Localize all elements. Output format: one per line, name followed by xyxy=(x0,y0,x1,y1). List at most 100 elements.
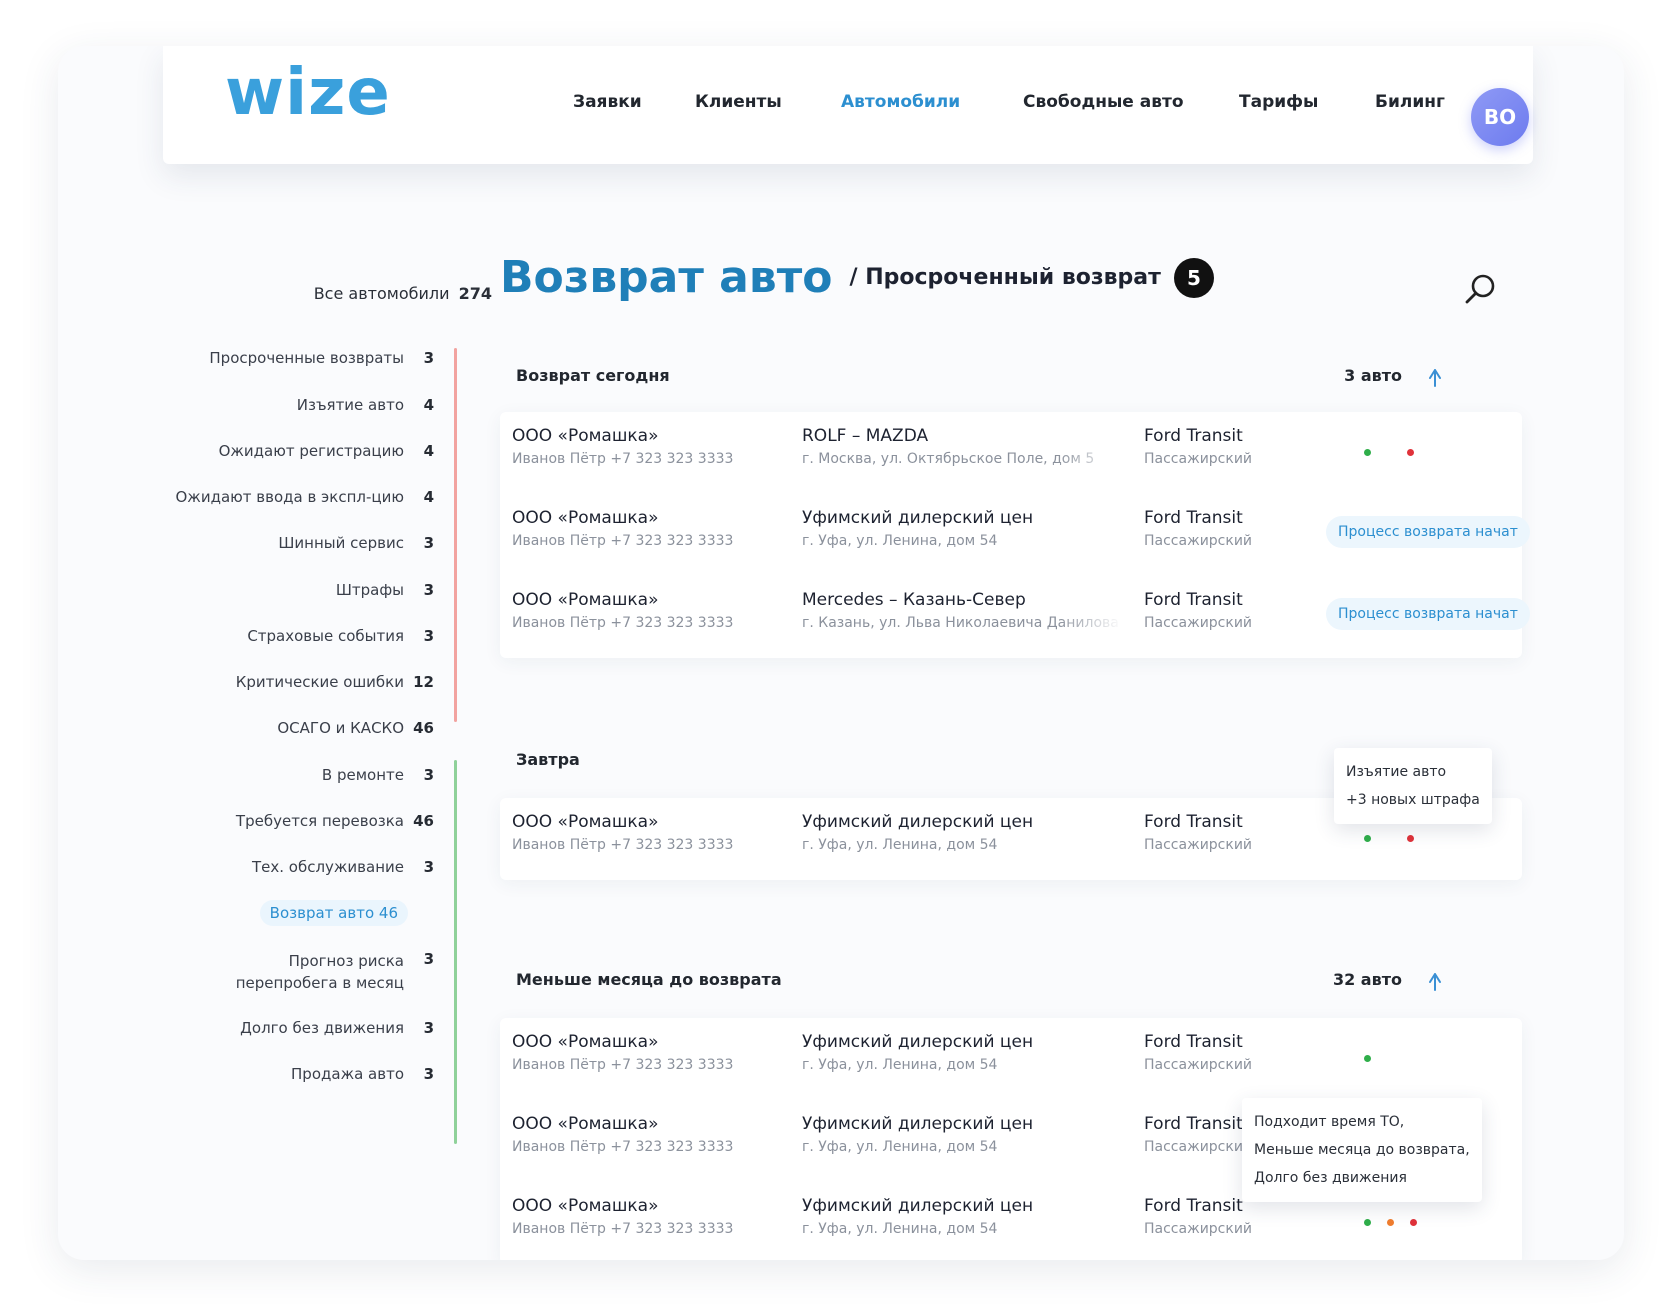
status-pill[interactable]: Процесс возврата начат xyxy=(1326,516,1530,548)
sidebar-item-transport[interactable]: Требуется перевозка 46 xyxy=(58,812,434,830)
table-row[interactable]: ООО «Ромашка» Иванов Пётр +7 323 323 3333… xyxy=(500,1018,1522,1098)
sidebar-item-insurance-events[interactable]: Страховые события 3 xyxy=(58,627,434,645)
sidebar-item-label: Изъятие авто xyxy=(296,396,404,414)
sidebar-item-label: Страховые события xyxy=(247,627,404,645)
sidebar-item-label: Тех. обслуживание xyxy=(251,858,404,876)
sidebar-item-count: 3 xyxy=(423,349,434,367)
company-contact: Иванов Пётр +7 323 323 3333 xyxy=(512,451,734,467)
status-tooltip: Изъятие авто +3 новых штрафа xyxy=(1334,748,1492,824)
company-name: ООО «Ромашка» xyxy=(512,1196,659,1216)
sidebar-item-registration[interactable]: Ожидают регистрацию 4 xyxy=(58,442,434,460)
sidebar-item-count: 3 xyxy=(423,627,434,645)
nav-zayavki[interactable]: Заявки xyxy=(573,92,642,112)
section-title: Завтра xyxy=(516,750,580,769)
table-row[interactable]: ООО «Ромашка» Иванов Пётр +7 323 323 3333… xyxy=(500,412,1522,492)
dealer-address: г. Казань, ул. Льва Николаевича Данилова xyxy=(802,615,1119,631)
sidebar-item-count: 46 xyxy=(413,719,434,737)
car-model: Ford Transit xyxy=(1144,1032,1243,1052)
car-model: Ford Transit xyxy=(1144,590,1243,610)
sidebar-item-critical-errors[interactable]: Критические ошибки 12 xyxy=(58,673,434,691)
sidebar-all-label: Все автомобили xyxy=(313,284,450,303)
sidebar-item-count: 4 xyxy=(423,488,434,506)
car-model: Ford Transit xyxy=(1144,508,1243,528)
sidebar-item-label: Долго без движения xyxy=(240,1019,404,1037)
status-dots[interactable] xyxy=(1364,1048,1407,1062)
sidebar-item-commissioning[interactable]: Ожидают ввода в экспл-цию 4 xyxy=(58,488,435,506)
sidebar-item-seizure[interactable]: Изъятие авто 4 xyxy=(58,396,434,414)
table-row[interactable]: ООО «Ромашка» Иванов Пётр +7 323 323 3333… xyxy=(500,798,1522,878)
car-model: Ford Transit xyxy=(1144,1114,1243,1134)
company-contact: Иванов Пётр +7 323 323 3333 xyxy=(512,1139,734,1155)
nav-billing[interactable]: Билинг xyxy=(1375,92,1445,112)
section-header-month: Меньше месяца до возврата 32 авто xyxy=(516,970,1476,1000)
avatar[interactable]: ВО xyxy=(1471,88,1529,146)
count-badge: 5 xyxy=(1174,257,1214,298)
status-tooltip: Подходит время ТО, Меньше месяца до возв… xyxy=(1242,1098,1482,1202)
sidebar-item-repair[interactable]: В ремонте 3 xyxy=(58,766,434,784)
collapse-arrow-icon[interactable] xyxy=(1426,368,1444,388)
sidebar-item-maintenance[interactable]: Тех. обслуживание 3 xyxy=(58,858,434,876)
company-name: ООО «Ромашка» xyxy=(512,508,659,528)
section-header-today: Возврат сегодня 3 авто xyxy=(516,366,1476,396)
status-dots[interactable] xyxy=(1364,828,1450,842)
tooltip-line: Подходит время ТО, xyxy=(1254,1114,1405,1130)
dealer-name: Уфимский дилерский цен xyxy=(802,1032,1034,1052)
sidebar-item-label: Шинный сервис xyxy=(278,534,404,552)
dealer-name: Mercedes – Казань-Север xyxy=(802,590,1026,610)
collapse-arrow-icon[interactable] xyxy=(1426,972,1444,992)
sidebar-item-label: В ремонте xyxy=(321,766,404,784)
nav-free-cars[interactable]: Свободные авто xyxy=(1023,92,1184,112)
sidebar-item-sale[interactable]: Продажа авто 3 xyxy=(58,1065,434,1083)
sidebar-item-count: 3 xyxy=(423,581,434,599)
sidebar-item-overdue[interactable]: Просроченные возвраты 3 xyxy=(58,349,434,367)
table-row[interactable]: ООО «Ромашка» Иванов Пётр +7 323 323 3333… xyxy=(500,576,1530,656)
sidebar-all-cars[interactable]: Все автомобили 274 xyxy=(138,284,492,303)
tooltip-line: +3 новых штрафа xyxy=(1346,792,1480,808)
sidebar-item-tire-service[interactable]: Шинный сервис 3 xyxy=(58,534,434,552)
company-name: ООО «Ромашка» xyxy=(512,1032,659,1052)
sidebar-item-count: 3 xyxy=(423,1019,434,1037)
dealer-name: Уфимский дилерский цен xyxy=(802,508,1034,528)
sidebar-item-label: Прогноз риска перепробега в месяц xyxy=(235,952,404,992)
sidebar-item-fines[interactable]: Штрафы 3 xyxy=(58,581,434,599)
sidebar-item-label: Штрафы xyxy=(335,581,404,599)
dealer-address: г. Уфа, ул. Ленина, дом 54 xyxy=(802,1221,998,1237)
sidebar-item-label: Ожидают ввода в экспл-цию xyxy=(175,488,405,506)
company-contact: Иванов Пётр +7 323 323 3333 xyxy=(512,533,734,549)
logo[interactable]: wize xyxy=(225,56,391,130)
sidebar-item-label: ОСАГО и КАСКО xyxy=(277,719,404,737)
status-dots[interactable] xyxy=(1364,442,1450,456)
table-row[interactable]: ООО «Ромашка» Иванов Пётр +7 323 323 3333… xyxy=(500,494,1530,574)
company-contact: Иванов Пётр +7 323 323 3333 xyxy=(512,837,734,853)
sidebar-item-osago-kasko[interactable]: ОСАГО и КАСКО 46 xyxy=(58,719,434,737)
dealer-name: Уфимский дилерский цен xyxy=(802,1196,1034,1216)
sidebar-item-no-movement[interactable]: Долго без движения 3 xyxy=(58,1019,434,1037)
sidebar-item-label: Критические ошибки xyxy=(235,673,404,691)
nav-cars[interactable]: Автомобили xyxy=(841,92,961,112)
sidebar-item-label: Просроченные возвраты xyxy=(209,349,404,367)
sidebar-item-count: 3 xyxy=(423,766,434,784)
company-contact: Иванов Пётр +7 323 323 3333 xyxy=(512,615,734,631)
nav-clients[interactable]: Клиенты xyxy=(695,92,782,112)
sidebar-item-label-text: Возврат авто xyxy=(269,904,375,922)
section-count: 32 авто xyxy=(1332,970,1402,989)
sidebar-item-mileage-risk[interactable]: Прогноз риска перепробега в месяц 3 xyxy=(58,950,434,994)
page-title-sub: / Просроченный возврат xyxy=(849,265,1161,290)
nav-tariffs[interactable]: Тарифы xyxy=(1239,92,1319,112)
group-today: ООО «Ромашка» Иванов Пётр +7 323 323 3333… xyxy=(500,412,1530,658)
car-type: Пассажирский xyxy=(1144,1221,1253,1237)
table-row[interactable]: ООО «Ромашка» Иванов Пётр +7 323 323 3333… xyxy=(500,1182,1522,1260)
status-dots[interactable] xyxy=(1364,1212,1433,1226)
sidebar-item-label: Ожидают регистрацию xyxy=(218,442,404,460)
page-title-main: Возврат авто xyxy=(500,252,833,303)
car-type: Пассажирский xyxy=(1144,837,1253,853)
table-row[interactable]: ООО «Ромашка» Иванов Пётр +7 323 323 3333… xyxy=(500,1100,1522,1180)
sidebar-item-car-return[interactable]: Возврат авто 46 xyxy=(58,900,434,926)
car-model: Ford Transit xyxy=(1144,1196,1243,1216)
dealer-name: ROLF – MAZDA xyxy=(802,426,929,446)
sidebar-item-count: 3 xyxy=(423,1065,434,1083)
search-icon[interactable] xyxy=(1464,272,1498,306)
company-contact: Иванов Пётр +7 323 323 3333 xyxy=(512,1057,734,1073)
status-pill[interactable]: Процесс возврата начат xyxy=(1326,598,1530,630)
company-name: ООО «Ромашка» xyxy=(512,1114,659,1134)
